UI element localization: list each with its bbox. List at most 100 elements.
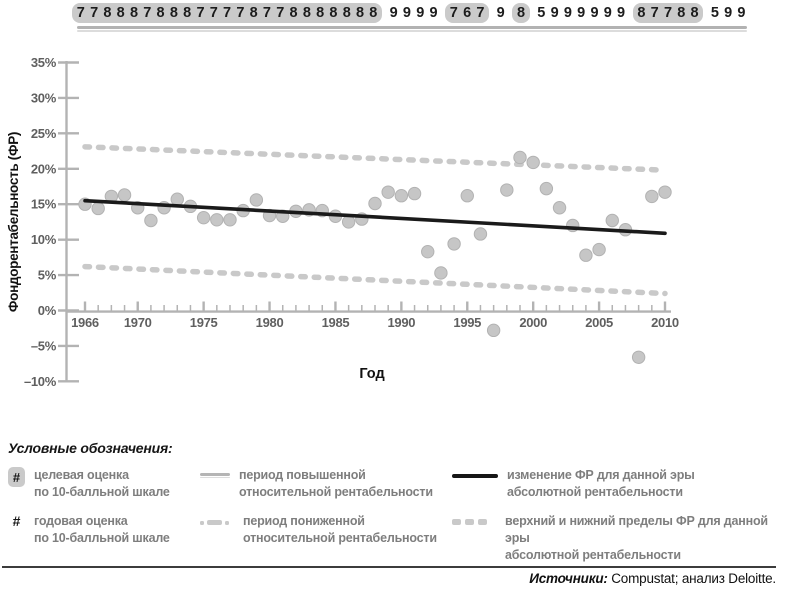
data-point — [539, 181, 554, 196]
legend-column-scores: # целевая оценка по 10-балльной шкале # … — [8, 467, 200, 576]
fr-bound-line — [82, 263, 668, 297]
data-point — [526, 155, 540, 170]
data-point — [368, 196, 382, 211]
legend-item-label: годовая оценка по 10-балльной шкале — [34, 514, 170, 545]
source-divider — [2, 566, 776, 568]
svg-text:1975: 1975 — [190, 315, 218, 330]
solid-black-line-icon — [452, 474, 498, 478]
legend-item-label: целевая оценка по 10-балльной шкале — [34, 468, 170, 499]
data-point — [631, 350, 646, 364]
rating-digit: 9 — [550, 5, 559, 21]
rating-digit: 8 — [183, 5, 191, 21]
fr-trend-line — [83, 198, 667, 236]
data-point — [592, 242, 606, 257]
rating-digit: 9 — [496, 5, 505, 21]
legend-column-absolute-era: изменение ФР для данной эры абсолютной р… — [452, 467, 782, 576]
svg-text:1990: 1990 — [387, 315, 415, 330]
scatter-points — [78, 150, 672, 364]
svg-text:0%: 0% — [38, 303, 57, 318]
rating-digit: 8 — [342, 5, 351, 21]
rating-digit: 9 — [563, 5, 572, 21]
svg-text:1966: 1966 — [71, 315, 99, 330]
rating-digit: 7 — [236, 5, 245, 21]
rating-digit: 8 — [329, 5, 338, 21]
rating-digit: 9 — [577, 5, 585, 21]
svg-text:20%: 20% — [31, 161, 57, 176]
elevated-profitability-period-line — [77, 26, 747, 32]
rating-digit: 8 — [129, 5, 138, 21]
source-label: Источники: — [529, 571, 608, 586]
data-point — [473, 227, 488, 241]
y-tick-labels: 35% 30% 25% 20% 15% 10% 5% 0% –5% –10% — [24, 55, 57, 389]
svg-text:1980: 1980 — [256, 315, 284, 330]
svg-text:30%: 30% — [31, 90, 57, 105]
rating-digit: 6 — [463, 5, 471, 21]
data-point — [170, 192, 184, 206]
plain-number-icon: # — [12, 513, 21, 530]
rating-digit: 9 — [724, 5, 732, 21]
svg-text:25%: 25% — [31, 126, 57, 141]
data-point — [579, 248, 593, 262]
data-point — [249, 193, 264, 207]
legend: Условные обозначения: # целевая оценка п… — [8, 440, 782, 576]
rating-digit: 8 — [249, 5, 258, 21]
rating-digit: 8 — [516, 5, 525, 21]
legend-item-annual-score: # годовая оценка по 10-балльной шкале — [8, 513, 200, 546]
axes — [58, 61, 671, 383]
svg-text:15%: 15% — [31, 197, 57, 212]
svg-text:1995: 1995 — [453, 315, 481, 330]
fr-scatter-chart: 35% 30% 25% 20% 15% 10% 5% 0% –5% –10% 1966 1970 197… — [6, 55, 679, 389]
svg-text:1970: 1970 — [124, 315, 152, 330]
data-point — [117, 188, 132, 202]
data-point — [210, 213, 224, 227]
rating-digit: 7 — [650, 5, 659, 21]
boxed-number-icon: # — [8, 467, 25, 487]
rating-digit: 9 — [617, 5, 625, 21]
data-point — [196, 210, 211, 225]
legend-item-fr-bounds: верхний и нижний пределы ФР для данной э… — [452, 513, 782, 563]
data-point — [460, 189, 474, 203]
legend-grid: # целевая оценка по 10-балльной шкале # … — [8, 467, 782, 576]
rating-digit: 7 — [209, 5, 218, 21]
rating-digit: 7 — [262, 5, 271, 21]
rating-digit: 8 — [637, 5, 646, 21]
rating-digit: 7 — [223, 5, 231, 21]
svg-text:10%: 10% — [31, 232, 57, 247]
data-point — [552, 201, 567, 215]
rating-digit: 7 — [196, 5, 205, 21]
rating-digit: 8 — [289, 5, 298, 21]
data-point — [223, 213, 237, 227]
data-point — [381, 185, 395, 199]
data-point — [144, 213, 158, 228]
rating-digit: 9 — [429, 5, 438, 21]
target-score-group: 8 — [512, 3, 530, 23]
rating-digit: 9 — [389, 5, 398, 21]
rating-digit: 7 — [76, 5, 85, 21]
legend-item-target-score: # целевая оценка по 10-балльной шкале — [8, 467, 200, 500]
svg-text:35%: 35% — [31, 55, 57, 70]
data-point — [394, 189, 409, 203]
legend-item-label: период повышенной относительной рентабел… — [239, 468, 433, 499]
rating-digit: 9 — [416, 5, 424, 21]
svg-text:–5%: –5% — [31, 338, 57, 353]
x-axis-title: Год — [359, 366, 384, 382]
svg-text:1985: 1985 — [322, 315, 350, 330]
rating-digit: 5 — [537, 5, 546, 21]
source-text: Compustat; анализ Deloitte. — [607, 571, 776, 586]
data-point — [91, 201, 105, 216]
data-point — [486, 323, 501, 338]
rating-digit: 5 — [710, 5, 719, 21]
x-tick-labels: 1966 1970 1975 1980 1985 1990 1995 2000 2005 2010 — [71, 315, 679, 330]
rating-digit: 9 — [402, 5, 411, 21]
rating-digit: 7 — [663, 5, 672, 21]
svg-text:2000: 2000 — [519, 315, 547, 330]
rating-digit: 9 — [737, 5, 746, 21]
legend-item-label: изменение ФР для данной эры абсолютной р… — [507, 468, 695, 499]
rating-digit: 8 — [156, 5, 165, 21]
data-point — [645, 189, 659, 204]
